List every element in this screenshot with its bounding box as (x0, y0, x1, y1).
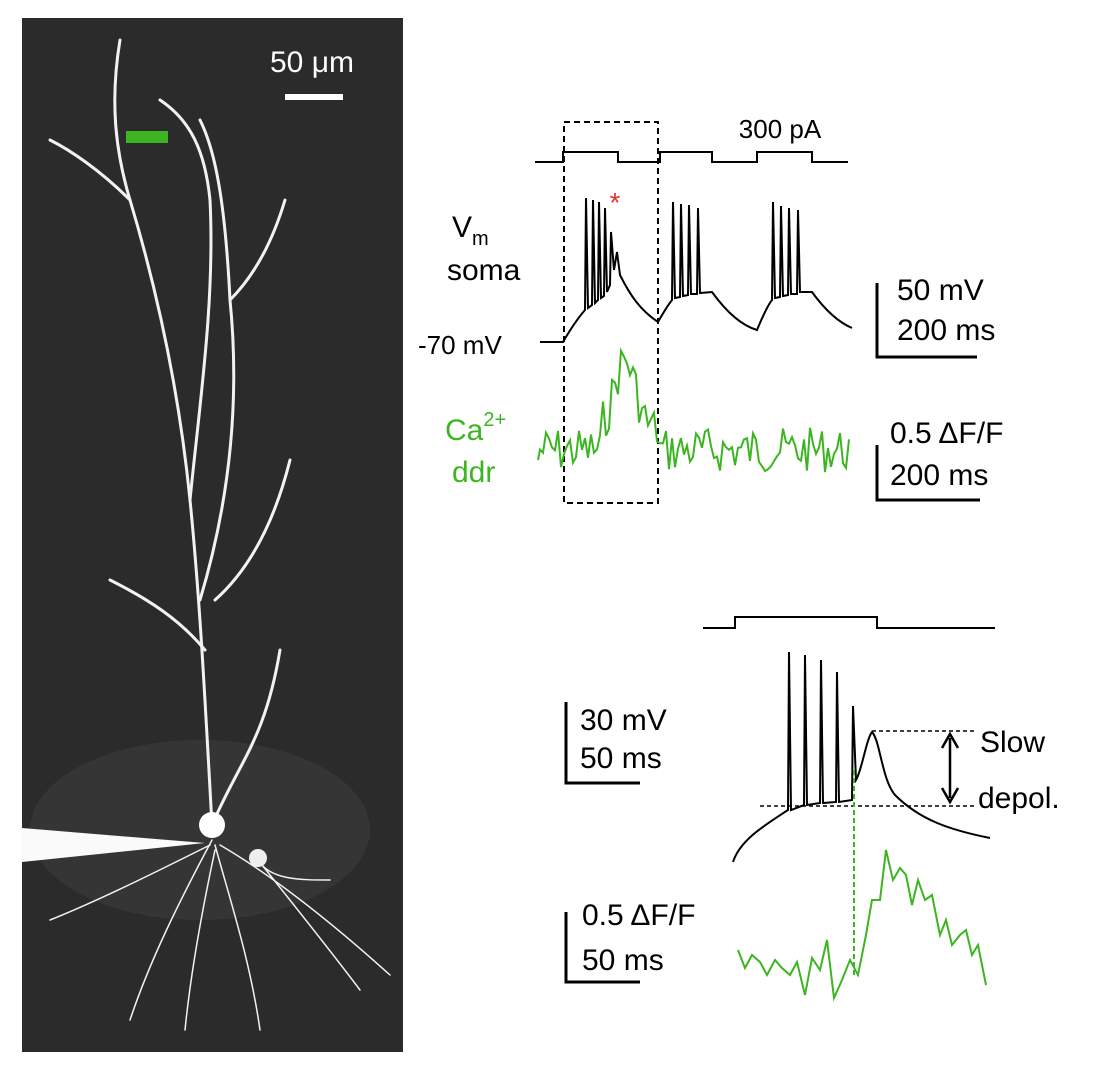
ca-scale-bar (875, 445, 980, 502)
ca-label-main: Ca (445, 414, 484, 447)
vm-label: Vm (452, 211, 489, 250)
ca-trace (537, 347, 850, 473)
annotation-line1: Slow (980, 726, 1045, 759)
double-arrow (940, 731, 960, 805)
vm-trace (540, 197, 853, 343)
ca-label: Ca2+ (445, 409, 506, 447)
ca-label-sup: 2+ (483, 409, 506, 431)
baseline-label: -70 mV (418, 330, 502, 360)
ca-scale-v: 0.5 ΔF/F (582, 899, 695, 932)
vm-scale-bar (875, 283, 977, 359)
annotation-line2: depol. (978, 782, 1060, 815)
vm-scale-t: 50 ms (580, 742, 662, 775)
vm-scale-t: 200 ms (897, 314, 995, 347)
vm-label-main: V (452, 211, 472, 244)
ca-scale-t: 200 ms (890, 459, 988, 492)
star: * (610, 187, 621, 218)
vm-scale-bar (564, 702, 640, 785)
dashed-box (563, 121, 659, 504)
ca-scale-bar (564, 912, 640, 984)
ca-scale-v: 0.5 ΔF/F (890, 417, 1003, 450)
vm-trace (732, 651, 991, 863)
scale-bar-label: 50 μm (270, 46, 354, 79)
current-step (535, 151, 848, 163)
current-label: 300 pA (739, 114, 822, 144)
neuron-image: 50 μm (22, 18, 403, 1052)
ca-trace (737, 849, 987, 1002)
ca-scale-t: 50 ms (582, 944, 664, 977)
current-step (703, 616, 995, 629)
vm-label-sub: m (472, 228, 489, 250)
vm-label-line2: soma (447, 254, 521, 287)
ca-label-line2: ddr (452, 456, 495, 489)
vm-scale-v: 50 mV (897, 274, 984, 307)
vm-scale-v: 30 mV (580, 704, 667, 737)
